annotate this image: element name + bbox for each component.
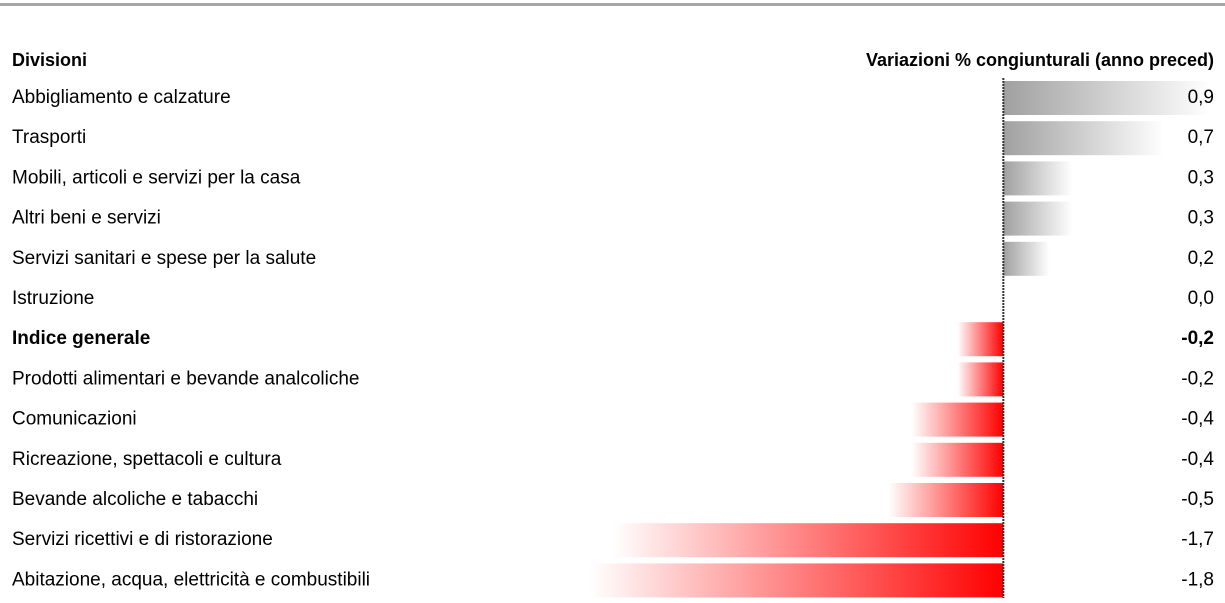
category-label: Mobili, articoli e servizi per la casa — [12, 167, 301, 188]
bar — [1003, 201, 1073, 236]
bar — [1003, 121, 1165, 156]
bar — [888, 483, 1004, 517]
category-label: Abbigliamento e calzature — [12, 87, 231, 108]
value-label: -0,4 — [1181, 409, 1214, 430]
value-label: 0,3 — [1188, 167, 1214, 188]
value-label: -1,7 — [1181, 529, 1214, 550]
value-label: 0,0 — [1188, 288, 1214, 309]
bar — [911, 442, 1004, 477]
category-header: Divisioni — [12, 50, 87, 70]
bar — [957, 362, 1004, 397]
category-label: Altri beni e servizi — [12, 208, 161, 229]
category-label: Servizi sanitari e spese per la salute — [12, 248, 316, 269]
top-rule — [0, 3, 1225, 6]
bar — [612, 523, 1004, 558]
bar — [1003, 81, 1210, 115]
category-label: Abitazione, acqua, elettricità e combust… — [12, 569, 370, 590]
category-label: Ricreazione, spettacoli e cultura — [12, 449, 282, 470]
value-label: -0,4 — [1181, 449, 1214, 470]
category-label: Bevande alcoliche e tabacchi — [12, 489, 258, 510]
category-label: Comunicazioni — [12, 409, 137, 430]
value-label: -0,5 — [1181, 489, 1214, 510]
category-label: Trasporti — [12, 127, 86, 148]
value-label: 0,9 — [1188, 87, 1214, 108]
value-label: 0,2 — [1188, 248, 1214, 269]
bar — [911, 402, 1004, 437]
value-label: -1,8 — [1181, 569, 1214, 590]
bar — [957, 322, 1004, 357]
value-label: 0,3 — [1188, 208, 1214, 229]
value-label: -0,2 — [1181, 368, 1214, 389]
category-label: Servizi ricettivi e di ristorazione — [12, 529, 273, 550]
value-label: 0,7 — [1188, 127, 1214, 148]
bar — [590, 563, 1004, 598]
bar — [1003, 161, 1073, 196]
category-label: Istruzione — [12, 288, 94, 309]
bar — [1003, 241, 1050, 276]
category-label: Indice generale — [12, 328, 150, 349]
value-header: Variazioni % congiunturali (anno preced) — [866, 50, 1214, 70]
value-label: -0,2 — [1181, 328, 1214, 349]
category-label: Prodotti alimentari e bevande analcolich… — [12, 368, 360, 389]
